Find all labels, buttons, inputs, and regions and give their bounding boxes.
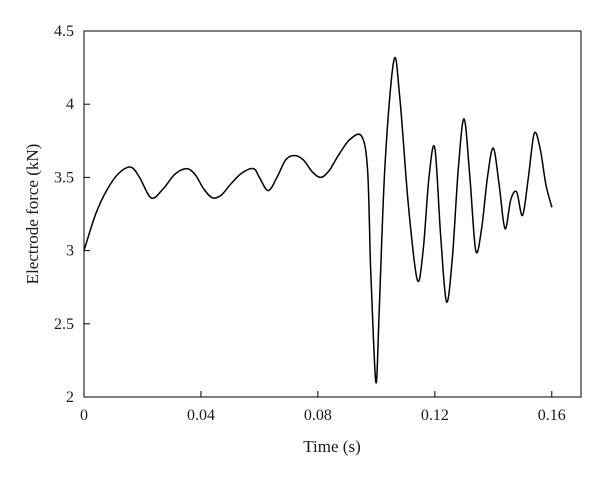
y-tick-label: 4.5 (54, 23, 74, 40)
x-tick-label: 0.12 (421, 407, 449, 424)
y-axis-ticks: 2 2.5 3 3.5 4 4.5 (54, 23, 90, 406)
y-tick-label: 3.5 (54, 169, 74, 186)
y-tick-label: 4 (66, 96, 74, 113)
x-axis-title: Time (s) (303, 437, 360, 456)
x-tick-label: 0.04 (187, 407, 215, 424)
y-tick-label: 3 (66, 243, 74, 260)
plot-area-frame (83, 30, 582, 398)
y-tick-label: 2 (66, 389, 74, 406)
x-tick-label: 0.08 (304, 407, 332, 424)
y-axis-title: Electrode force (kN) (23, 144, 42, 285)
series-line-electrode-force (83, 56, 553, 384)
y-tick-label: 2.5 (54, 316, 74, 333)
x-tick-label: 0.16 (538, 407, 566, 424)
x-axis-ticks: 0 0.04 0.08 0.12 0.16 (80, 391, 566, 424)
x-tick-label: 0 (80, 407, 88, 424)
